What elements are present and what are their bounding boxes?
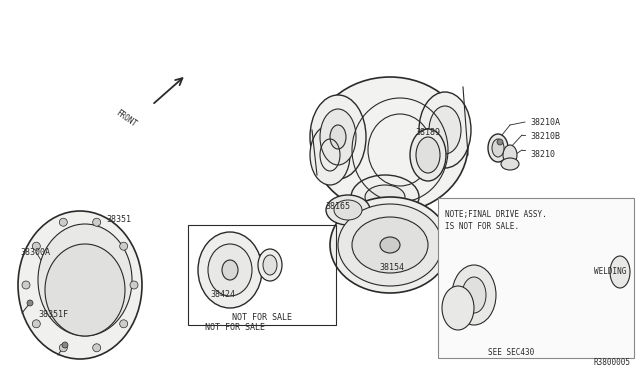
Circle shape bbox=[60, 218, 67, 226]
Ellipse shape bbox=[462, 277, 486, 313]
Text: 38210B: 38210B bbox=[530, 132, 560, 141]
Ellipse shape bbox=[312, 77, 468, 213]
Ellipse shape bbox=[326, 195, 370, 225]
Ellipse shape bbox=[442, 286, 474, 330]
Text: NOT FOR SALE: NOT FOR SALE bbox=[205, 323, 265, 332]
Ellipse shape bbox=[263, 255, 277, 275]
Ellipse shape bbox=[419, 92, 471, 168]
Ellipse shape bbox=[501, 158, 519, 170]
Ellipse shape bbox=[45, 244, 125, 336]
Circle shape bbox=[130, 281, 138, 289]
Ellipse shape bbox=[380, 237, 400, 253]
Ellipse shape bbox=[610, 256, 630, 288]
Text: NOTE;FINAL DRIVE ASSY.: NOTE;FINAL DRIVE ASSY. bbox=[445, 210, 547, 219]
Circle shape bbox=[22, 281, 30, 289]
Text: 38210: 38210 bbox=[530, 150, 555, 159]
Text: 38351: 38351 bbox=[106, 215, 131, 224]
Text: 38300A: 38300A bbox=[20, 248, 50, 257]
Ellipse shape bbox=[452, 265, 496, 325]
Ellipse shape bbox=[208, 244, 252, 296]
Ellipse shape bbox=[320, 109, 356, 165]
Circle shape bbox=[120, 242, 128, 250]
Ellipse shape bbox=[18, 211, 142, 359]
Text: FRONT: FRONT bbox=[114, 108, 138, 129]
Circle shape bbox=[497, 139, 503, 145]
Ellipse shape bbox=[330, 125, 346, 149]
Text: 38189: 38189 bbox=[415, 128, 440, 137]
Text: 38210A: 38210A bbox=[530, 118, 560, 127]
Bar bbox=[188, 225, 336, 325]
Circle shape bbox=[60, 344, 67, 352]
Ellipse shape bbox=[334, 200, 362, 220]
Ellipse shape bbox=[416, 137, 440, 173]
Ellipse shape bbox=[351, 175, 419, 219]
Ellipse shape bbox=[310, 95, 366, 179]
Text: SEE SEC430: SEE SEC430 bbox=[488, 348, 534, 357]
Circle shape bbox=[32, 242, 40, 250]
Text: 38154: 38154 bbox=[380, 263, 404, 272]
Ellipse shape bbox=[365, 185, 405, 209]
Ellipse shape bbox=[258, 249, 282, 281]
Ellipse shape bbox=[38, 224, 132, 336]
Circle shape bbox=[27, 300, 33, 306]
Ellipse shape bbox=[330, 197, 450, 293]
Text: IS NOT FOR SALE.: IS NOT FOR SALE. bbox=[445, 222, 519, 231]
Ellipse shape bbox=[352, 217, 428, 273]
Ellipse shape bbox=[198, 232, 262, 308]
Circle shape bbox=[93, 218, 100, 226]
Text: WELDING: WELDING bbox=[594, 267, 627, 276]
Bar bbox=[438, 198, 634, 358]
Text: R3800005: R3800005 bbox=[593, 358, 630, 367]
Ellipse shape bbox=[492, 139, 504, 157]
Circle shape bbox=[62, 342, 68, 348]
Circle shape bbox=[32, 320, 40, 328]
Ellipse shape bbox=[410, 129, 446, 181]
Text: NOT FOR SALE: NOT FOR SALE bbox=[232, 313, 292, 322]
Ellipse shape bbox=[310, 125, 350, 185]
Ellipse shape bbox=[503, 145, 517, 165]
Ellipse shape bbox=[488, 134, 508, 162]
Ellipse shape bbox=[338, 204, 442, 286]
Text: 38165: 38165 bbox=[325, 202, 350, 211]
Ellipse shape bbox=[222, 260, 238, 280]
Text: 38424: 38424 bbox=[210, 290, 235, 299]
Circle shape bbox=[93, 344, 100, 352]
Ellipse shape bbox=[429, 106, 461, 154]
Text: 38351F: 38351F bbox=[38, 310, 68, 319]
Circle shape bbox=[120, 320, 128, 328]
